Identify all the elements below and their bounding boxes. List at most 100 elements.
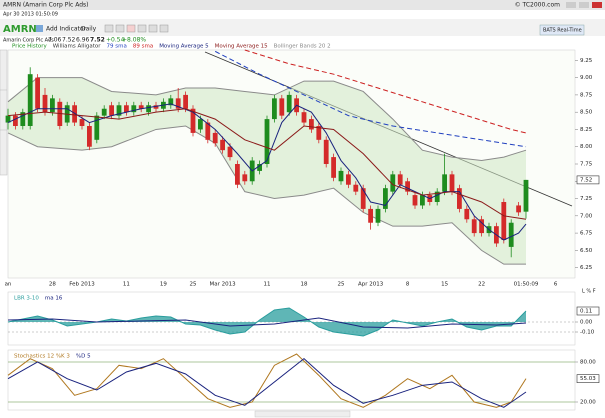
candle-body (501, 202, 507, 240)
candle-body (227, 146, 233, 158)
last-value-label: 7.52 (580, 177, 592, 183)
ma-line (7, 103, 527, 241)
candle-body (131, 105, 137, 113)
candle-body (508, 222, 514, 247)
feed-box[interactable] (539, 24, 585, 36)
y-tick-label: -0.10 (580, 330, 595, 336)
scale-toggle[interactable]: L % F (582, 289, 596, 295)
tool-icon[interactable] (115, 24, 125, 33)
last-value-label: 0.11 (580, 309, 592, 315)
candle-body (35, 77, 40, 109)
quote-change: +0.54 (106, 37, 125, 44)
candle-body (138, 105, 144, 109)
symbol[interactable]: AMRN (3, 24, 37, 35)
legend-entry: Bollinger Bands 20 2 (274, 44, 331, 50)
ma-line (214, 50, 527, 148)
y-tick-label: 6.50 (580, 248, 593, 254)
pager[interactable] (254, 410, 351, 418)
add-icon[interactable] (36, 25, 43, 32)
tool-icon[interactable] (126, 24, 136, 33)
candle-body (146, 105, 151, 113)
quote-high: 7.52 (62, 37, 76, 44)
candle-body (301, 112, 307, 123)
candle-body (338, 170, 344, 182)
candle-body (412, 195, 418, 206)
quote-change-pct: +8.08% (122, 37, 146, 44)
last-value-label: 55.03 (580, 376, 596, 382)
candle-body (109, 105, 114, 116)
candle-body (360, 188, 366, 209)
x-tick-label: 6 (554, 282, 558, 288)
y-tick-label: 8.50 (580, 110, 593, 116)
candle-body (434, 191, 440, 202)
y-tick-label: 9.25 (580, 58, 593, 64)
candle-body (220, 139, 225, 151)
candle-body (242, 174, 248, 182)
band-fill (8, 77, 526, 265)
ma-line (244, 49, 527, 134)
y-tick-label: 6.75 (580, 231, 593, 237)
close-button[interactable] (592, 2, 602, 8)
candle-body (390, 174, 396, 192)
tool-icon[interactable] (148, 24, 158, 33)
brand: © TC2000.com (515, 2, 561, 9)
x-tick-label: Apr 2013 (358, 282, 384, 288)
candle-body (279, 98, 285, 116)
candle-body (272, 98, 277, 120)
candle-body (198, 119, 203, 130)
quote-close: 7.52 (90, 37, 105, 44)
candle-body (124, 105, 129, 113)
x-tick-label: 11 (123, 282, 130, 288)
candle-body (420, 195, 425, 206)
maximize-button[interactable] (579, 2, 589, 8)
candle-body (316, 126, 322, 140)
candle-body (94, 115, 100, 140)
legend-entry: LBR 3-10 (14, 296, 39, 302)
x-tick-label: 25 (338, 282, 345, 288)
area-fill (8, 308, 526, 336)
period[interactable]: Daily (81, 26, 97, 33)
candle-body (235, 164, 240, 185)
candle-body (153, 105, 159, 109)
candle-body (205, 122, 211, 140)
minimize-button[interactable] (566, 2, 576, 8)
candle-body (523, 179, 529, 212)
candle-body (212, 132, 218, 144)
legend-entry: ma 16 (45, 296, 63, 302)
x-tick-label: Mar 2013 (210, 282, 237, 288)
x-tick-label: 25 (190, 282, 197, 288)
x-tick-label: 18 (301, 282, 308, 288)
add-indicator[interactable]: Add Indicator (46, 26, 87, 33)
y-tick-label: 20.00 (580, 400, 596, 406)
candle-body (479, 219, 484, 234)
x-tick-label: 19 (160, 282, 167, 288)
legend-entry: 89 sma (133, 44, 153, 50)
x-tick-label: Feb 2013 (69, 282, 95, 288)
candle-body (27, 74, 33, 126)
tool-icon[interactable] (137, 24, 147, 33)
candle-body (175, 98, 181, 109)
quote-open: 7.06 (48, 37, 62, 44)
x-tick-label: 01:50:09 (514, 282, 539, 288)
candle-body (5, 115, 11, 123)
y-tick-label: 6.25 (580, 265, 593, 271)
side-tabs[interactable] (0, 49, 8, 176)
x-tick-label: 15 (441, 282, 448, 288)
window-title: AMRN (Amarin Corp Plc Ads) (3, 2, 88, 9)
tool-icon[interactable] (104, 24, 114, 33)
candle-body (183, 94, 188, 109)
candle-body (168, 98, 174, 106)
candle-body (309, 119, 314, 130)
tool-icon[interactable] (159, 24, 169, 33)
candle-body (286, 94, 292, 113)
company: Amarin Corp Plc Ads (3, 38, 54, 44)
legend-entry: Moving Average 15 (215, 44, 268, 50)
x-tick-label: 8 (406, 282, 410, 288)
legend-entry: Price History (12, 44, 47, 50)
x-tick-label: an (5, 282, 12, 288)
legend-entry: Stochastics 12 %K 3 (14, 354, 70, 360)
candle-body (516, 205, 521, 213)
y-tick-label: 0.00 (580, 320, 593, 326)
candle-body (101, 108, 107, 116)
